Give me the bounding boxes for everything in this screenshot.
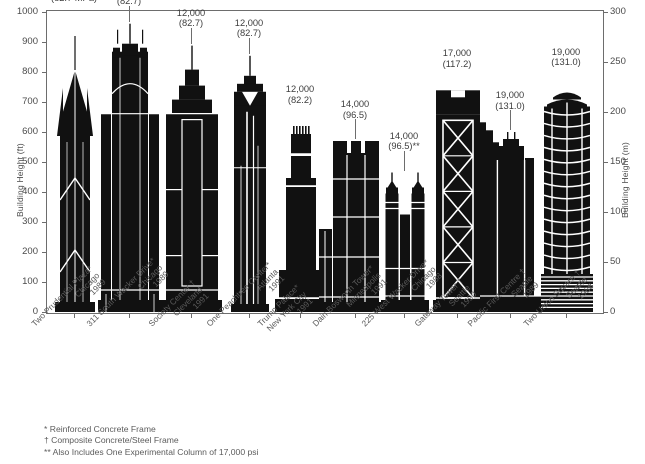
strength-label-7: 17,000 (117.2)	[443, 48, 472, 69]
y-tickmark-right-50	[604, 262, 608, 263]
y-tickmark-right-150	[604, 162, 608, 163]
y-tickmark-right-100	[604, 212, 608, 213]
leader-line-6	[404, 150, 405, 171]
y-tickmark-left-100	[42, 282, 46, 283]
y-tickmark-left-800	[42, 72, 46, 73]
leader-line-2	[191, 27, 192, 44]
building-5	[315, 141, 387, 312]
y-tickmark-right-0	[604, 312, 608, 313]
x-tickmark-8	[510, 314, 511, 318]
x-tickmark-9	[566, 314, 567, 318]
y-tick-right-300: 300	[610, 6, 626, 17]
building-8	[480, 132, 542, 312]
strength-mpa: (82.7 MPa)	[51, 0, 97, 3]
y-tick-right-150: 150	[610, 156, 626, 167]
y-tickmark-right-300	[604, 12, 608, 13]
strength-mpa: (131.0)	[551, 57, 581, 68]
y-tick-right-100: 100	[610, 206, 626, 217]
y-tickmark-left-700	[42, 102, 46, 103]
leader-line-5	[355, 119, 356, 139]
strength-mpa: (82.7)	[178, 18, 204, 29]
x-tickmark-2	[191, 314, 192, 318]
y-tick-right-50: 50	[610, 256, 621, 267]
building-9	[541, 92, 593, 312]
y-tick-left-200: 200	[22, 246, 38, 257]
strength-psi: 14,000	[389, 130, 419, 141]
strength-label-0: 12,000 psi(82.7 MPa)	[51, 0, 97, 3]
y-tickmark-left-900	[42, 42, 46, 43]
y-tick-left-300: 300	[22, 216, 38, 227]
building-0	[55, 36, 95, 312]
strength-psi: 12,000	[176, 7, 206, 18]
x-tickmark-1	[129, 314, 130, 318]
x-tickmark-4	[300, 314, 301, 318]
leader-line-1	[129, 5, 130, 22]
strength-mpa: (96.5)	[342, 109, 368, 120]
y-tickmark-left-300	[42, 222, 46, 223]
y-tickmark-left-600	[42, 132, 46, 133]
strength-label-2: 12,000 (82.7)	[177, 8, 205, 29]
strength-mpa: (82.7)	[116, 0, 142, 7]
y-tick-left-700: 700	[22, 96, 38, 107]
y-tick-left-800: 800	[22, 66, 38, 77]
building-7	[433, 90, 501, 312]
leader-line-8	[510, 110, 511, 130]
y-tick-right-0: 0	[610, 306, 616, 317]
y-tickmark-right-250	[604, 62, 608, 63]
leader-line-3	[249, 37, 250, 54]
strength-mpa: (131.0)	[495, 100, 525, 111]
y-tick-right-250: 250	[610, 56, 626, 67]
strength-label-1: 12,000(82.7)	[115, 0, 143, 7]
footnote-composite-frame: † Composite Concrete/Steel Frame	[44, 435, 179, 446]
x-tickmark-7	[457, 314, 458, 318]
strength-psi: 14,000	[340, 99, 370, 109]
y-tickmark-right-200	[604, 112, 608, 113]
strength-mpa: (96.5)**	[388, 141, 420, 152]
strength-psi: 17,000	[442, 48, 472, 59]
building-6	[381, 172, 429, 312]
footnote-reinforced-concrete: * Reinforced Concrete Frame	[44, 424, 156, 434]
x-tickmark-5	[355, 314, 356, 318]
strength-mpa: (117.2)	[442, 58, 472, 69]
y-tickmark-left-200	[42, 252, 46, 253]
y-tickmark-left-1000	[42, 12, 46, 13]
strength-mpa: (82.7)	[236, 28, 262, 39]
y-tickmark-left-400	[42, 192, 46, 193]
building-3	[231, 55, 269, 312]
strength-label-8: 19,000 (131.0)	[495, 90, 524, 111]
strength-label-6: 14,000 (96.5)**	[388, 131, 420, 152]
building-4	[275, 126, 327, 312]
strength-psi: 12,000	[234, 17, 264, 28]
building-silhouettes	[55, 23, 593, 312]
y-axis-title-right: Building Height (m)	[620, 141, 630, 219]
building-1	[98, 23, 162, 312]
strength-label-4: 12,000 (82.2)	[286, 84, 314, 105]
plot-area	[46, 10, 604, 314]
y-tick-left-100: 100	[22, 276, 38, 287]
y-tick-left-0: 0	[32, 306, 38, 317]
x-tickmark-6	[404, 314, 405, 318]
footnote-experimental-column: ** Also Includes One Experimental Column…	[44, 446, 259, 457]
strength-psi: 19,000	[551, 46, 581, 57]
strength-psi: 19,000	[495, 90, 525, 100]
x-tickmark-3	[249, 314, 250, 318]
y-tickmark-left-0	[42, 312, 46, 313]
y-tick-left-600: 600	[22, 126, 38, 137]
y-tick-left-1000: 1000	[16, 6, 38, 17]
strength-mpa: (82.2)	[287, 94, 313, 105]
y-tick-left-400: 400	[22, 186, 38, 197]
strength-psi: 12,000	[285, 84, 315, 94]
y-tickmark-left-500	[42, 162, 46, 163]
footnotes: * Reinforced Concrete Frame † Composite …	[44, 424, 259, 458]
strength-label-9: 19,000 (131.0)	[551, 47, 580, 68]
strength-label-5: 14,000 (96.5)	[341, 99, 369, 120]
strength-label-3: 12,000 (82.7)	[235, 18, 263, 39]
y-tick-right-200: 200	[610, 106, 626, 117]
y-tick-left-900: 900	[22, 36, 38, 47]
building-2	[162, 45, 222, 312]
x-tickmark-0	[74, 314, 75, 318]
y-tick-left-500: 500	[22, 156, 38, 167]
